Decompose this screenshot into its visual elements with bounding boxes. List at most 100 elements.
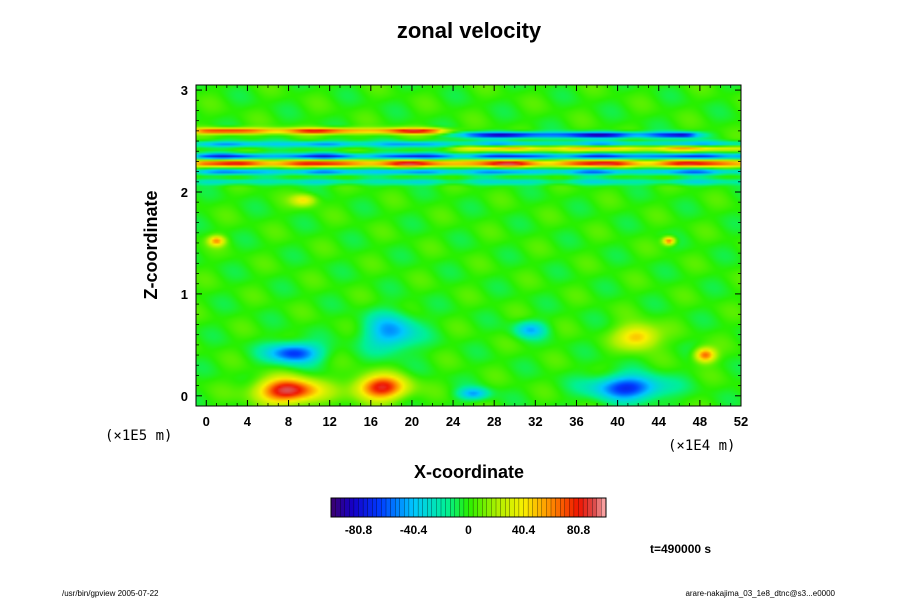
colorbar: -80.8 -40.4 0 40.4 80.8 — [330, 497, 607, 537]
colorbar-cell — [450, 497, 456, 518]
colorbar-cell — [527, 497, 534, 518]
colorbar-cell — [454, 497, 460, 518]
colorbar-cell — [477, 497, 483, 518]
colorbar-cell — [472, 497, 479, 518]
colorbar-cell — [578, 497, 584, 518]
colorbar-cell — [349, 497, 355, 518]
x-tick-label: 44 — [652, 414, 667, 429]
x-tick-label: 28 — [487, 414, 501, 429]
colorbar-cell — [408, 497, 414, 518]
colorbar-cell — [385, 497, 392, 518]
colorbar-cell — [390, 497, 396, 518]
colorbar-cell — [587, 497, 593, 518]
colorbar-cell — [468, 497, 474, 518]
colorbar-cell — [564, 497, 570, 518]
time-label: t=490000 s — [650, 542, 711, 556]
colorbar-cell — [537, 497, 543, 518]
y-tick-label: 0 — [181, 389, 188, 404]
colorbar-cell — [500, 497, 506, 518]
colorbar-cell — [495, 497, 502, 518]
colorbar-cell — [367, 497, 373, 518]
colorbar-cell — [395, 497, 401, 518]
colorbar-cell — [550, 497, 557, 518]
colorbar-cell — [330, 497, 337, 518]
colorbar-cell — [569, 497, 575, 518]
colorbar-tick-label: -40.4 — [400, 523, 428, 537]
x-tick-label: 24 — [446, 414, 461, 429]
colorbar-cell — [358, 497, 364, 518]
colorbar-ticks: -80.8 -40.4 0 40.4 80.8 — [345, 523, 591, 537]
colorbar-cell — [445, 497, 451, 518]
colorbar-cell — [422, 497, 428, 518]
colorbar-cell — [505, 497, 511, 518]
colorbar-cell — [413, 497, 419, 518]
x-tick-label: 8 — [285, 414, 292, 429]
colorbar-tick-label: 80.8 — [567, 523, 591, 537]
colorbar-cell — [541, 497, 547, 518]
x-scale-note: (×1E4 m) — [668, 438, 735, 454]
colorbar-cell — [362, 497, 369, 518]
x-tick-label: 20 — [405, 414, 419, 429]
colorbar-cell — [372, 497, 378, 518]
x-tick-label: 0 — [203, 414, 210, 429]
x-tick-label: 48 — [693, 414, 707, 429]
colorbar-cell — [596, 497, 602, 518]
colorbar-cell — [573, 497, 579, 518]
colorbar-cell — [463, 497, 469, 518]
chart-title: zonal velocity — [397, 18, 542, 43]
colorbar-cell — [381, 497, 387, 518]
colorbar-cell — [523, 497, 529, 518]
footer-left: /usr/bin/gpview 2005-07-22 — [62, 589, 159, 598]
colorbar-cell — [514, 497, 520, 518]
colorbar-cell — [546, 497, 552, 518]
colorbar-cell — [509, 497, 515, 518]
colorbar-cell — [431, 497, 437, 518]
colorbar-cell — [340, 497, 346, 518]
x-tick-label: 16 — [364, 414, 378, 429]
colorbar-cell — [491, 497, 497, 518]
colorbar-cell — [399, 497, 405, 518]
y-tick-label: 3 — [181, 83, 188, 98]
colorbar-cell — [486, 497, 492, 518]
colorbar-cell — [353, 497, 359, 518]
colorbar-cell — [335, 497, 341, 518]
colorbar-cell — [417, 497, 424, 518]
x-tick-label: 4 — [244, 414, 252, 429]
colorbar-tick-label: 0 — [465, 523, 472, 537]
y-tick-label: 1 — [181, 287, 188, 302]
colorbar-cell — [427, 497, 433, 518]
y-tick-label: 2 — [181, 185, 188, 200]
colorbar-cell — [518, 497, 524, 518]
x-tick-label: 40 — [610, 414, 624, 429]
footer-right: arare-nakajima_03_1e8_dtnc@s3...e0000 — [685, 589, 835, 598]
colorbar-cell — [582, 497, 589, 518]
colorbar-cell — [376, 497, 382, 518]
y-axis-label: Z-coordinate — [141, 190, 161, 299]
colorbar-tick-label: 40.4 — [512, 523, 536, 537]
x-tick-label: 36 — [569, 414, 583, 429]
x-tick-label: 12 — [322, 414, 336, 429]
heatmap-field — [196, 85, 741, 406]
colorbar-cell — [440, 497, 447, 518]
colorbar-cell — [344, 497, 350, 518]
colorbar-tick-label: -80.8 — [345, 523, 373, 537]
x-axis-ticks: 0 4 8 12 16 20 24 28 32 36 40 44 48 52 — [203, 85, 748, 429]
x-axis-label: X-coordinate — [414, 462, 524, 482]
y-axis-ticks: 0 1 2 3 — [181, 83, 741, 404]
colorbar-cell — [555, 497, 561, 518]
colorbar-cell — [560, 497, 566, 518]
colorbar-cells — [330, 497, 607, 518]
colorbar-frame — [330, 497, 607, 518]
colorbar-cell — [592, 497, 598, 518]
y-scale-note: (×1E5 m) — [105, 428, 172, 444]
x-tick-label: 32 — [528, 414, 542, 429]
colorbar-cell — [404, 497, 410, 518]
plot-frame — [195, 84, 742, 407]
colorbar-cell — [482, 497, 488, 518]
x-tick-label: 52 — [734, 414, 748, 429]
colorbar-cell — [532, 497, 538, 518]
colorbar-cell — [459, 497, 465, 518]
colorbar-cell — [436, 497, 442, 518]
